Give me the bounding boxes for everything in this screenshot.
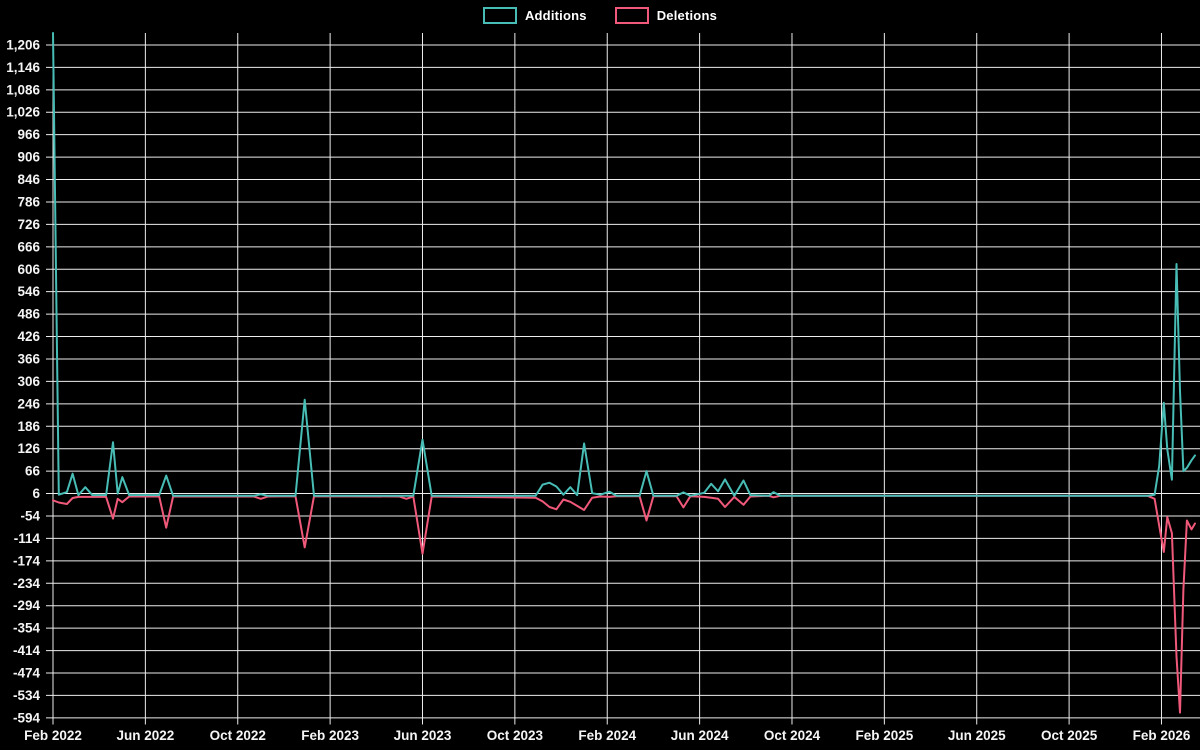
x-tick-label: Feb 2022 <box>24 728 82 743</box>
legend-item-deletions[interactable]: Deletions <box>614 7 718 24</box>
y-tick-label: -234 <box>13 576 41 591</box>
x-tick-label: Jun 2025 <box>948 728 1006 743</box>
y-tick-label: 726 <box>17 217 40 232</box>
y-tick-label: 486 <box>17 307 40 322</box>
additions-line[interactable] <box>52 32 1196 497</box>
y-tick-label: 606 <box>17 262 40 277</box>
legend-label-deletions: Deletions <box>656 8 718 23</box>
y-tick-label: -294 <box>13 598 41 613</box>
x-tick-label: Feb 2024 <box>578 728 636 743</box>
y-tick-label: -54 <box>20 508 40 523</box>
y-tick-label: 906 <box>17 150 40 165</box>
legend: Additions Deletions <box>0 7 1200 24</box>
additions-swatch-icon <box>482 7 517 24</box>
x-tick-label: Oct 2023 <box>487 728 544 743</box>
legend-item-additions[interactable]: Additions <box>482 7 587 24</box>
y-tick-label: 426 <box>17 329 40 344</box>
y-tick-label: 6 <box>32 486 40 501</box>
y-tick-label: 246 <box>17 396 40 411</box>
x-tick-label: Oct 2024 <box>764 728 821 743</box>
deletions-line[interactable] <box>52 494 1196 714</box>
x-tick-label: Feb 2025 <box>855 728 913 743</box>
deletions-swatch-icon <box>614 7 649 24</box>
y-tick-label: -414 <box>13 643 41 658</box>
y-tick-label: 546 <box>17 284 40 299</box>
x-tick-label: Feb 2026 <box>1133 728 1191 743</box>
y-tick-label: -114 <box>14 531 41 546</box>
y-tick-label: 66 <box>25 464 41 479</box>
y-tick-label: 1,026 <box>6 105 40 120</box>
y-tick-label: -534 <box>13 688 41 703</box>
y-tick-label: 666 <box>17 239 40 254</box>
y-tick-label: -594 <box>13 710 41 725</box>
y-tick-label: 186 <box>17 419 40 434</box>
y-tick-label: 126 <box>17 441 40 456</box>
y-tick-label: 786 <box>17 194 40 209</box>
y-tick-label: 1,206 <box>6 37 40 52</box>
x-tick-label: Feb 2023 <box>301 728 359 743</box>
x-tick-label: Jun 2023 <box>394 728 452 743</box>
y-tick-label: -174 <box>13 553 41 568</box>
x-tick-label: Oct 2022 <box>210 728 266 743</box>
y-tick-label: 846 <box>17 172 40 187</box>
y-tick-label: 1,146 <box>6 60 40 75</box>
y-tick-label: 966 <box>17 127 40 142</box>
y-tick-label: -354 <box>13 621 41 636</box>
x-tick-label: Oct 2025 <box>1041 728 1098 743</box>
y-tick-label: 366 <box>17 351 40 366</box>
legend-label-additions: Additions <box>524 8 587 23</box>
x-tick-label: Jun 2022 <box>116 728 174 743</box>
x-tick-label: Jun 2024 <box>671 728 729 743</box>
y-tick-label: 306 <box>17 374 40 389</box>
y-tick-label: 1,086 <box>6 82 40 97</box>
y-tick-label: -474 <box>13 665 41 680</box>
